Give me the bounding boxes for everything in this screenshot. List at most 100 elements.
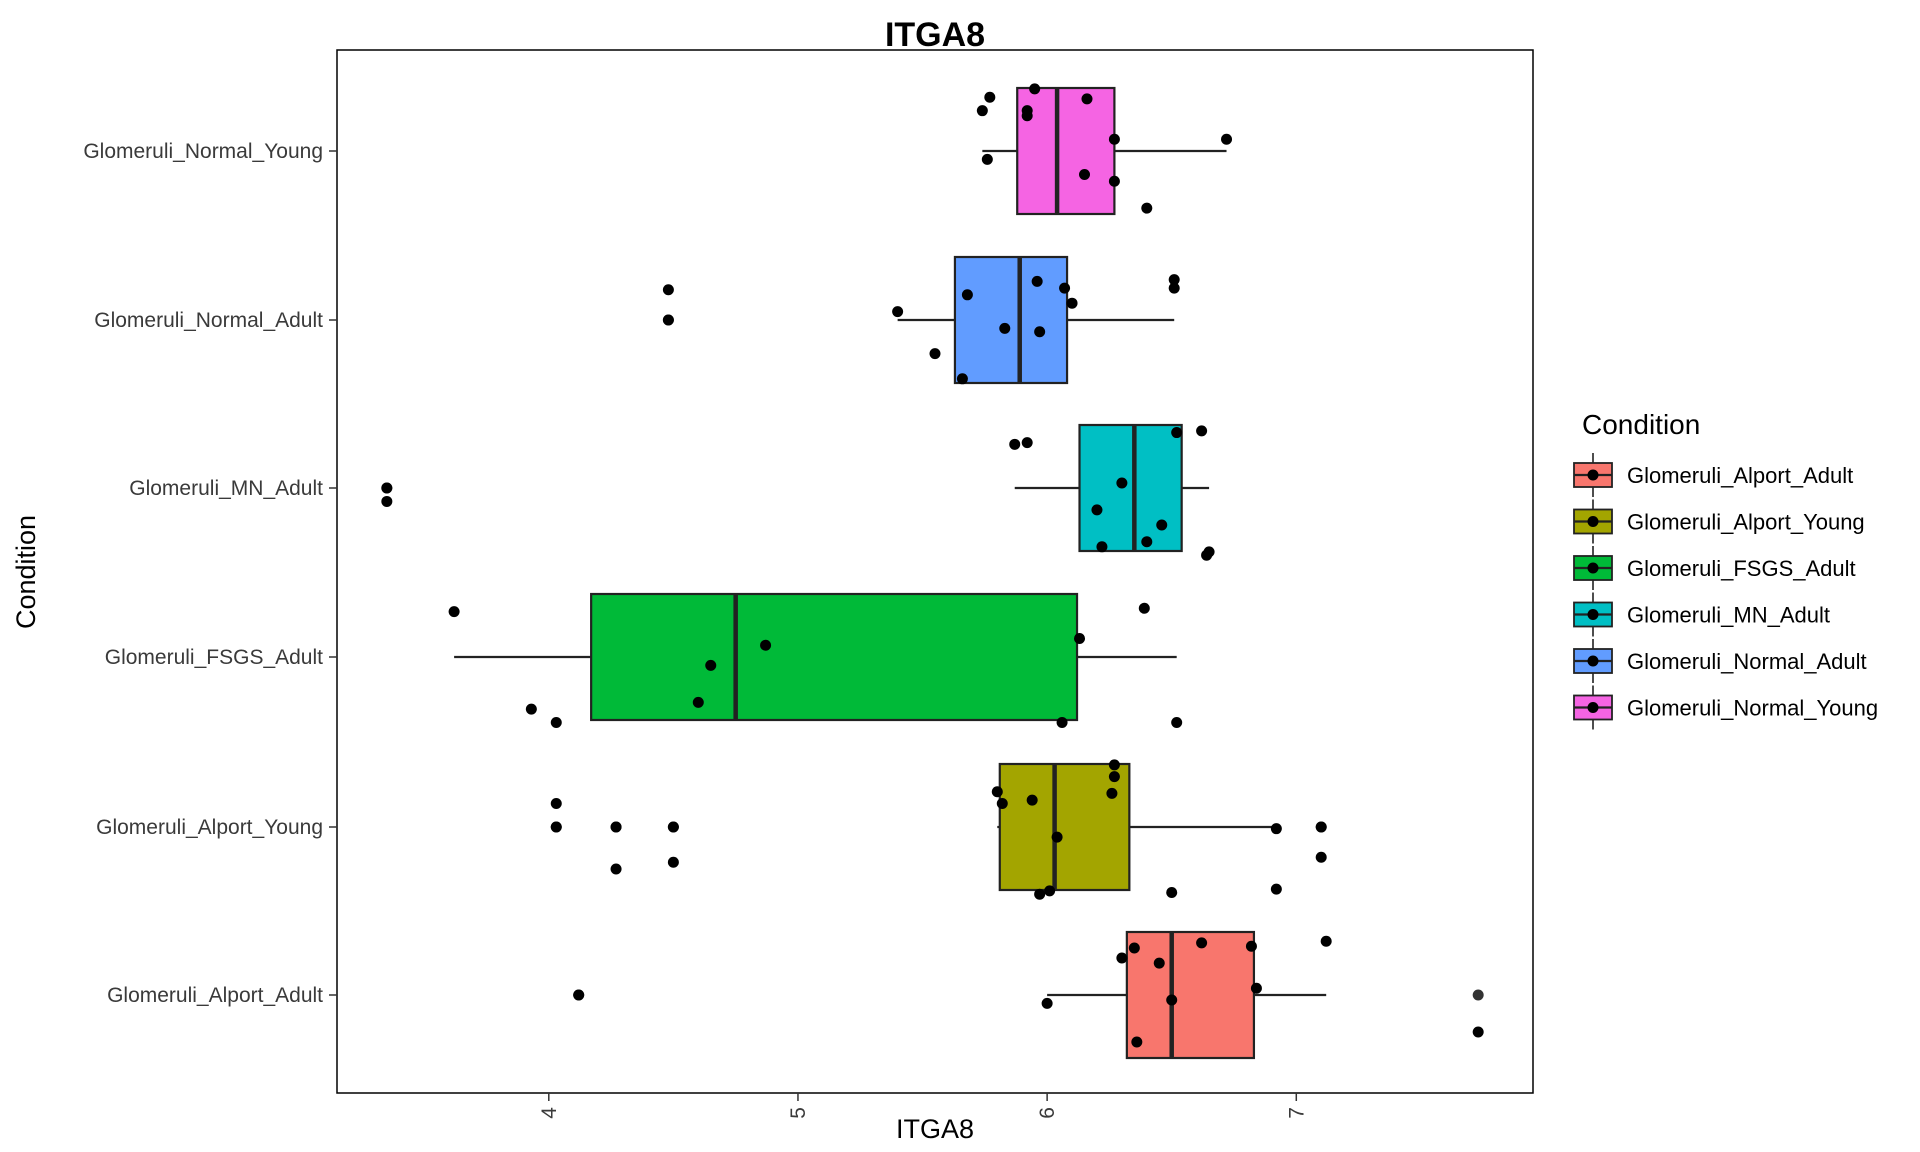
iqr-box (1016, 86, 1116, 216)
x-tick-label: 4 (538, 1107, 561, 1119)
legend-key-point (1587, 469, 1599, 481)
data-point (1051, 831, 1063, 843)
data-point (1250, 982, 1262, 994)
data-point (1044, 885, 1056, 897)
data-point (961, 289, 973, 301)
chart-title: ITGA8 (885, 16, 985, 54)
data-point (760, 639, 772, 651)
iqr-box (1078, 423, 1183, 553)
legend-label: Glomeruli_Alport_Adult (1627, 463, 1853, 488)
legend-key-point (1587, 562, 1599, 574)
data-point (550, 797, 562, 809)
data-point (550, 717, 562, 729)
data-point (1108, 759, 1120, 771)
data-point (1245, 940, 1257, 952)
legend-key-point (1587, 655, 1599, 667)
data-point (1074, 633, 1086, 645)
legend-label: Glomeruli_Normal_Young (1627, 696, 1878, 721)
data-point (1041, 997, 1053, 1009)
data-point (1196, 937, 1208, 949)
outlier-point (1472, 989, 1484, 1001)
y-tick-label: Glomeruli_FSGS_Adult (105, 646, 323, 669)
data-point (1203, 546, 1215, 558)
x-tick-label: 7 (1285, 1107, 1308, 1119)
data-point (692, 696, 704, 708)
data-point (662, 284, 674, 296)
data-point (662, 314, 674, 326)
data-point (1138, 602, 1150, 614)
data-point (667, 821, 679, 833)
data-point (1171, 717, 1183, 729)
box-group (550, 762, 1327, 892)
data-point (1270, 883, 1282, 895)
box-group (573, 930, 1484, 1060)
box-group (454, 592, 1177, 722)
legend-item: Glomeruli_Normal_Adult (1573, 639, 1867, 683)
y-tick-label: Glomeruli_Alport_Adult (107, 984, 323, 1007)
legend-item: Glomeruli_Alport_Young (1573, 499, 1865, 544)
data-point (1221, 133, 1233, 145)
legend-key-point (1587, 702, 1599, 713)
data-point (956, 373, 968, 385)
x-axis-title: ITGA8 (896, 1114, 974, 1144)
legend-item: Glomeruli_MN_Adult (1573, 592, 1830, 637)
legend: Condition Glomeruli_Alport_Adult Glomerul… (1573, 409, 1878, 730)
legend-label: Glomeruli_MN_Adult (1627, 603, 1830, 628)
data-point (1196, 425, 1208, 437)
data-point (1116, 952, 1128, 964)
data-point (705, 659, 717, 671)
data-point (610, 821, 622, 833)
data-point (991, 786, 1003, 798)
data-point (610, 863, 622, 875)
data-point (573, 989, 585, 1001)
iqr-box (1125, 930, 1256, 1060)
x-tick-label: 5 (787, 1107, 810, 1119)
data-point (1315, 851, 1327, 863)
data-point (1168, 274, 1180, 286)
legend-label: Glomeruli_Normal_Adult (1627, 649, 1867, 674)
data-point (381, 495, 393, 507)
plot-area: Glomeruli_Alport_Adult Glomeruli_Alport_Y… (83, 49, 1534, 1119)
data-point (1472, 1026, 1484, 1038)
legend-label: Glomeruli_Alport_Young (1627, 510, 1865, 535)
data-point (1116, 477, 1128, 489)
data-point (1021, 437, 1033, 449)
data-point (892, 306, 904, 318)
data-point (381, 482, 393, 494)
box-group (982, 86, 1227, 216)
data-point (929, 348, 941, 360)
legend-item: Glomeruli_FSGS_Adult (1573, 546, 1856, 590)
data-point (1320, 935, 1332, 947)
data-point (1156, 519, 1168, 531)
data-point (1056, 717, 1068, 729)
iqr-box (998, 762, 1131, 892)
data-point (1081, 93, 1093, 105)
data-point (1106, 787, 1118, 799)
data-point (1168, 282, 1180, 294)
data-point (1096, 541, 1108, 553)
plot-panel-border (336, 49, 1534, 1094)
legend-key-point (1587, 609, 1599, 620)
data-point (1059, 282, 1071, 294)
data-point (1141, 536, 1153, 548)
data-point (1009, 438, 1021, 450)
data-point (525, 703, 537, 715)
data-point (1066, 297, 1078, 309)
data-point (1108, 771, 1120, 783)
y-tick-label: Glomeruli_Normal_Young (83, 140, 323, 163)
data-point (1315, 821, 1327, 833)
data-point (667, 856, 679, 868)
legend-item: Glomeruli_Alport_Adult (1573, 453, 1853, 497)
data-point (1108, 175, 1120, 187)
y-axis-title: Condition (11, 515, 41, 629)
data-point (1153, 957, 1165, 969)
data-point (550, 821, 562, 833)
data-point (1034, 888, 1046, 900)
data-point (1026, 794, 1038, 806)
data-point (1131, 1036, 1143, 1048)
iqr-box (590, 592, 1079, 722)
box-group (381, 423, 1210, 553)
data-point (984, 91, 996, 103)
y-tick-label: Glomeruli_Alport_Young (96, 816, 323, 839)
